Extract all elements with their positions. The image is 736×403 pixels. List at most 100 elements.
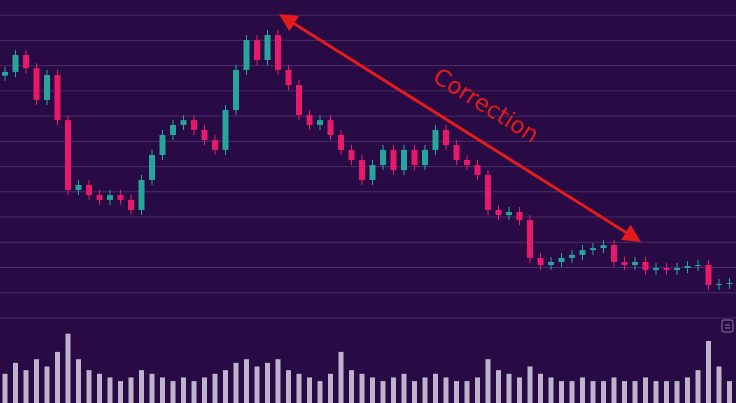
candle-body bbox=[432, 129, 439, 150]
candle-body bbox=[516, 212, 523, 221]
candle-body bbox=[474, 165, 481, 175]
candle-body bbox=[285, 69, 292, 86]
candle-body bbox=[527, 220, 533, 258]
candle-body bbox=[485, 174, 491, 210]
candle-body bbox=[180, 120, 187, 125]
volume-bar bbox=[107, 377, 113, 403]
candle-body bbox=[579, 250, 586, 255]
candle-body bbox=[275, 35, 281, 70]
volume-bar bbox=[170, 381, 176, 403]
candle-body bbox=[96, 195, 103, 200]
candle-body bbox=[65, 120, 71, 191]
volume-bar bbox=[307, 377, 312, 403]
volume-bar bbox=[223, 370, 228, 403]
candle-body bbox=[338, 135, 344, 150]
candle-body bbox=[611, 245, 617, 262]
candle-body bbox=[453, 145, 460, 161]
volume-bar bbox=[401, 373, 407, 403]
arrow bbox=[278, 14, 642, 242]
candle-body bbox=[212, 140, 218, 150]
volume-bar bbox=[569, 381, 575, 403]
volume-bar bbox=[475, 377, 480, 403]
candle-body bbox=[401, 149, 407, 171]
candle-body bbox=[170, 124, 176, 136]
volume-bar bbox=[13, 362, 18, 403]
candle-body bbox=[2, 71, 8, 76]
candle-body bbox=[411, 149, 418, 166]
icon-frame[interactable] bbox=[721, 319, 734, 333]
candle-body bbox=[327, 120, 334, 136]
candle-body bbox=[348, 149, 355, 161]
candle-body bbox=[117, 195, 124, 200]
candle-body bbox=[495, 209, 502, 216]
annotation-arrow bbox=[278, 14, 642, 242]
volume-bar bbox=[275, 359, 281, 403]
candle-body bbox=[674, 268, 680, 271]
candle-body bbox=[443, 129, 449, 146]
volume-bar bbox=[212, 373, 218, 403]
candle-body bbox=[632, 261, 638, 265]
candle-body bbox=[233, 69, 239, 111]
volume-bar bbox=[359, 373, 365, 403]
candle-body bbox=[506, 212, 512, 216]
candle-body bbox=[705, 265, 712, 285]
volume-bar bbox=[34, 359, 39, 403]
volume-bar bbox=[643, 377, 648, 403]
settings-icon[interactable] bbox=[721, 319, 734, 333]
volume-bar bbox=[181, 377, 186, 403]
volume-bar bbox=[55, 351, 60, 403]
volume-bar bbox=[265, 362, 270, 403]
candle-body bbox=[359, 160, 365, 180]
volume-bar bbox=[601, 381, 606, 403]
candle-body bbox=[390, 149, 397, 171]
candle-body bbox=[306, 115, 313, 125]
volume-bar bbox=[485, 359, 491, 403]
volume-bar bbox=[149, 373, 155, 403]
volume-bar bbox=[706, 340, 711, 403]
candle-body bbox=[600, 245, 607, 249]
candle-body bbox=[684, 266, 691, 269]
volume-bar bbox=[317, 381, 323, 403]
volume-bar bbox=[622, 381, 627, 403]
volume-bars bbox=[2, 333, 732, 403]
candle-body bbox=[107, 195, 113, 200]
volume-bar bbox=[517, 377, 522, 403]
candle-body bbox=[621, 261, 628, 265]
candle-body bbox=[128, 199, 134, 210]
candle-body bbox=[44, 74, 50, 100]
volume-bar bbox=[160, 377, 165, 403]
volume-bar bbox=[349, 370, 354, 403]
volume-bar bbox=[685, 377, 690, 403]
volume-bar bbox=[191, 381, 197, 403]
candle-body bbox=[569, 254, 575, 258]
volume-bar bbox=[464, 381, 470, 403]
candle-body bbox=[23, 55, 29, 69]
candle-body bbox=[296, 85, 302, 116]
volume-bar bbox=[443, 377, 449, 403]
volume-bar bbox=[527, 366, 533, 403]
candle-body bbox=[380, 149, 386, 166]
volume-bar bbox=[370, 377, 375, 403]
volume-bar bbox=[233, 362, 239, 403]
candle-body bbox=[243, 40, 250, 70]
candle-body bbox=[191, 120, 197, 130]
volume-bar bbox=[2, 373, 8, 403]
candle-body bbox=[201, 129, 208, 141]
candle-body bbox=[75, 184, 82, 191]
candle-body bbox=[12, 55, 19, 72]
candle-body bbox=[726, 282, 733, 284]
candle-body bbox=[149, 154, 155, 180]
volume-bar bbox=[118, 381, 123, 403]
volume-bar bbox=[244, 359, 249, 403]
volume-bar bbox=[664, 381, 669, 403]
candle-body bbox=[138, 179, 145, 210]
candle-body bbox=[464, 160, 470, 166]
candle-body bbox=[222, 110, 229, 150]
volume-bar bbox=[296, 373, 302, 403]
candle-body bbox=[33, 68, 40, 100]
volume-bar bbox=[380, 381, 386, 403]
volume-bar bbox=[97, 373, 102, 403]
volume-bar bbox=[338, 351, 344, 403]
volume-bar bbox=[695, 370, 701, 403]
